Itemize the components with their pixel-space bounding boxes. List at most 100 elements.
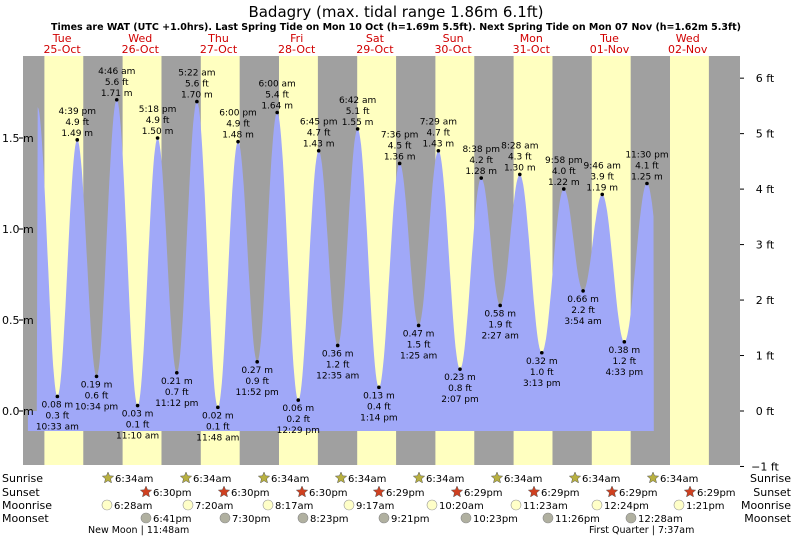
high-tide-label: 6:00 pm4.9 ft1.48 m xyxy=(219,109,257,144)
sunrise-item: 6:34am xyxy=(568,471,620,485)
tide-point xyxy=(645,181,649,186)
moonrise-item: 9:17am xyxy=(343,499,394,512)
tide-point xyxy=(539,350,544,355)
daylight-band xyxy=(669,56,709,465)
left-axis-label: 0.0 m xyxy=(2,405,34,418)
moonset-time: 8:23pm xyxy=(310,514,349,525)
day-date: 30-Oct xyxy=(434,43,472,56)
moonset-time: 7:30pm xyxy=(232,514,271,525)
day-name: Tue xyxy=(599,32,619,45)
tide-height-ft: 1.2 ft xyxy=(326,360,350,370)
sunset-item: 6:30pm xyxy=(139,485,192,499)
row-label-right: Moonset xyxy=(744,512,791,525)
tide-point xyxy=(275,110,279,115)
day-date: 28-Oct xyxy=(278,43,316,56)
sunrise-item: 6:34am xyxy=(412,471,464,485)
tide-time: 5:22 am xyxy=(178,69,215,79)
tide-height-m: 0.27 m xyxy=(241,366,273,376)
tide-point xyxy=(436,148,441,153)
moonrise-item: 6:28am xyxy=(101,499,152,512)
tide-height-ft: 4.5 ft xyxy=(388,141,412,151)
tide-height-ft: 3.9 ft xyxy=(590,172,614,182)
sunrise-time: 6:34am xyxy=(271,474,309,485)
high-tide-label: 8:28 am4.3 ft1.30 m xyxy=(501,141,538,177)
moonrise-icon xyxy=(673,499,685,511)
sunrise-item: 6:34am xyxy=(179,471,231,485)
sunset-item: 6:30pm xyxy=(295,485,348,499)
tide-height-ft: 5.6 ft xyxy=(185,80,209,90)
row-label-left: Moonrise xyxy=(2,499,52,512)
high-tide-label: 4:46 am5.6 ft1.71 m xyxy=(98,67,135,102)
high-tide-label: 6:45 pm4.7 ft1.43 m xyxy=(300,118,338,153)
tide-height-m: 1.55 m xyxy=(342,118,374,128)
moonrise-item: 11:23am xyxy=(510,499,568,512)
star-icon xyxy=(527,485,541,498)
tide-height-ft: 0.9 ft xyxy=(245,377,269,387)
sunset-time: 6:29pm xyxy=(541,488,580,499)
tide-height-m: 1.22 m xyxy=(548,178,580,188)
moonrise-item: 10:20am xyxy=(426,499,484,512)
tide-height-ft: 4.0 ft xyxy=(552,167,576,177)
moonrise-item: 1:21pm xyxy=(673,499,725,512)
tide-height-m: 0.19 m xyxy=(81,380,113,390)
tide-height-m: 1.36 m xyxy=(384,152,416,162)
tide-height-ft: 1.9 ft xyxy=(488,320,512,330)
tide-height-m: 0.36 m xyxy=(322,349,354,359)
tide-point xyxy=(155,136,160,140)
chart-subtitle: Times are WAT (UTC +1.0hrs). Last Spring… xyxy=(51,22,741,33)
sunset-item: 6:29pm xyxy=(372,485,425,499)
tide-height-m: 1.48 m xyxy=(222,131,254,141)
tide-point xyxy=(94,374,99,379)
sunset-time: 6:29pm xyxy=(464,488,503,499)
sunset-item: 6:29pm xyxy=(527,485,580,499)
first-quarter-label: First Quarter | 7:37am xyxy=(589,525,694,536)
tide-point xyxy=(622,340,627,344)
tide-point xyxy=(517,172,522,177)
tide-height-m: 0.13 m xyxy=(363,391,395,401)
tide-time: 1:14 pm xyxy=(360,413,398,423)
moonrise-time: 8:17am xyxy=(275,501,313,512)
day-labels: Tue25-OctWed26-OctThu27-OctFri28-OctSat2… xyxy=(43,32,707,56)
sunrise-item: 6:34am xyxy=(646,471,698,485)
moonset-time: 6:41pm xyxy=(153,514,192,525)
tide-point xyxy=(561,187,566,191)
star-icon xyxy=(217,485,231,498)
tide-point xyxy=(216,405,220,410)
sunset-time: 6:29pm xyxy=(619,488,658,499)
day-name: Fri xyxy=(290,32,303,45)
sunset-time: 6:29pm xyxy=(386,488,425,499)
tide-time: 6:45 pm xyxy=(300,118,338,128)
tide-time: 9:58 pm xyxy=(545,156,583,166)
tide-height-ft: 0.1 ft xyxy=(126,421,150,431)
tide-height-ft: 0.1 ft xyxy=(206,422,230,432)
star-icon xyxy=(568,471,582,484)
tide-time: 10:34 pm xyxy=(75,402,118,412)
tide-height-ft: 4.9 ft xyxy=(146,116,170,126)
tide-height-ft: 4.3 ft xyxy=(508,152,532,162)
moonset-time: 11:26pm xyxy=(555,514,600,525)
tide-height-m: 1.43 m xyxy=(423,140,455,150)
tide-point xyxy=(355,127,360,131)
tide-height-m: 1.19 m xyxy=(586,183,618,193)
tide-height-ft: 5.4 ft xyxy=(265,91,289,101)
high-tide-label: 6:42 am5.1 ft1.55 m xyxy=(339,96,376,131)
moonrise-time: 12:24pm xyxy=(604,501,649,512)
tide-height-ft: 0.2 ft xyxy=(286,415,310,425)
sunrise-item: 6:34am xyxy=(257,471,309,485)
tide-height-ft: 4.9 ft xyxy=(65,118,89,128)
tide-point xyxy=(296,398,301,402)
tide-time: 10:33 am xyxy=(36,422,79,432)
tide-point xyxy=(397,161,402,166)
low-tide-label: 0.13 m0.4 ft1:14 pm xyxy=(360,385,398,423)
moonrise-icon xyxy=(343,499,355,511)
sunrise-time: 6:34am xyxy=(504,474,542,485)
moonset-icon xyxy=(542,512,554,524)
row-label-left: Sunset xyxy=(2,486,40,499)
